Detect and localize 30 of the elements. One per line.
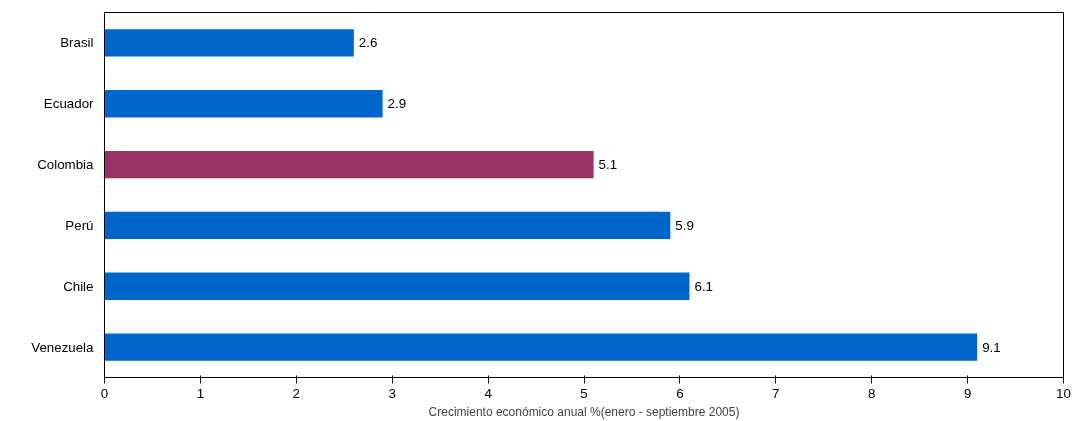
- y-tick-label: Chile: [63, 278, 94, 294]
- data-label: 2.9: [387, 96, 407, 112]
- bar: [104, 272, 690, 300]
- x-tick-label: 5: [580, 385, 588, 401]
- x-tick-label: 8: [867, 385, 876, 401]
- x-tick-label: 7: [772, 385, 780, 401]
- y-tick-label: Venezuela: [31, 339, 95, 355]
- bar: [104, 333, 978, 361]
- y-tick-label: Colombia: [37, 157, 95, 173]
- data-label: 6.1: [694, 278, 714, 294]
- data-label: 9.1: [982, 339, 1001, 355]
- y-tick-label: Ecuador: [43, 96, 95, 112]
- x-tick-label: 0: [100, 385, 109, 401]
- x-tick-label: 10: [1056, 385, 1071, 401]
- y-tick-label: Perú: [65, 217, 94, 233]
- x-tick-label: 2: [292, 385, 301, 401]
- x-tick-label: 1: [196, 385, 205, 401]
- bar: [104, 211, 671, 240]
- x-tick-label: 6: [676, 385, 684, 401]
- x-tick-label: 3: [388, 385, 396, 401]
- data-label: 5.9: [675, 217, 694, 233]
- bar: [104, 29, 354, 57]
- x-tick-label: 9: [963, 385, 972, 401]
- data-label: 2.6: [358, 35, 378, 51]
- bar: [104, 90, 383, 118]
- data-label: 5.1: [598, 157, 618, 173]
- y-tick-label: Brasil: [60, 35, 94, 51]
- bar: [104, 150, 594, 179]
- x-tick-label: 4: [484, 385, 493, 401]
- x-axis-title: Crecimiento económico anual %(enero - septiembre 2005): [428, 404, 740, 419]
